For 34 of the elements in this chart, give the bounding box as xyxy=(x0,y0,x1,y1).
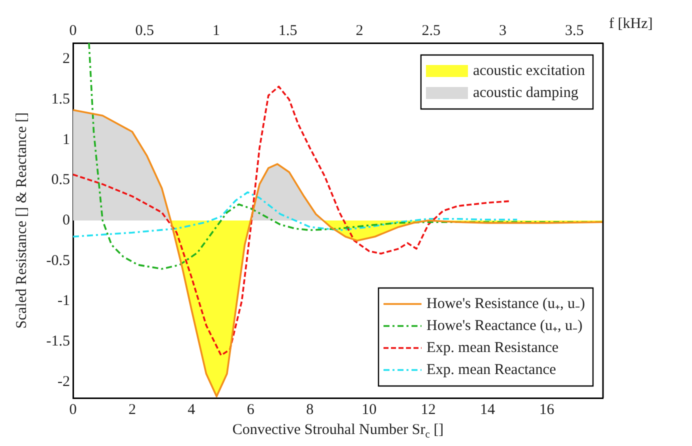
x2-tick-label: 2 xyxy=(356,22,364,39)
y-tick-label: -1 xyxy=(58,293,70,310)
y-tick-label: 1.5 xyxy=(51,91,70,108)
x2-tick-label: 1.5 xyxy=(278,22,298,39)
x2-tick-label: 0.5 xyxy=(135,22,154,39)
y-tick-label: 0 xyxy=(62,212,70,228)
y-tick-label: 2 xyxy=(62,51,70,68)
x-tick-label: 8 xyxy=(306,402,314,418)
legend-label: acoustic excitation xyxy=(472,62,586,79)
x-tick-label: 2 xyxy=(128,402,136,418)
legend-label: Howe's Resistance (u₊, u₋) xyxy=(426,296,586,312)
x-tick-label: 10 xyxy=(362,402,377,418)
y-tick-label: -0.5 xyxy=(46,252,70,269)
x-tick-label: 4 xyxy=(188,402,196,418)
line-series xyxy=(73,191,518,238)
x2-axis-title: f [kHz] xyxy=(609,16,653,32)
legend-label: Exp. mean Resistance xyxy=(426,340,559,356)
x-tick-label: 16 xyxy=(539,402,555,418)
legend-label: acoustic damping xyxy=(472,84,579,101)
y-tick-label: 1 xyxy=(62,132,70,148)
x2-tick-label: 2.5 xyxy=(422,22,440,39)
x-tick-label: 14 xyxy=(480,402,496,418)
x2-tick-label: 3.5 xyxy=(564,22,584,39)
x2-tick-label: 1 xyxy=(212,22,220,39)
y-tick-label: 0.5 xyxy=(51,172,70,188)
y-axis-title: Scaled Resistance [] & Reactance [] xyxy=(14,112,30,329)
x-tick-label: 6 xyxy=(246,402,255,418)
legend-label: Exp. mean Reactance xyxy=(426,362,556,378)
y-tick-label: -1.5 xyxy=(46,333,70,350)
y-tick-label: -2 xyxy=(58,374,70,390)
legend-label: Howe's Reactance (u₊, u₋) xyxy=(426,318,582,334)
x2-tick-label: 3 xyxy=(498,22,506,39)
x-tick-label: 12 xyxy=(420,402,436,418)
line-series xyxy=(88,43,603,270)
